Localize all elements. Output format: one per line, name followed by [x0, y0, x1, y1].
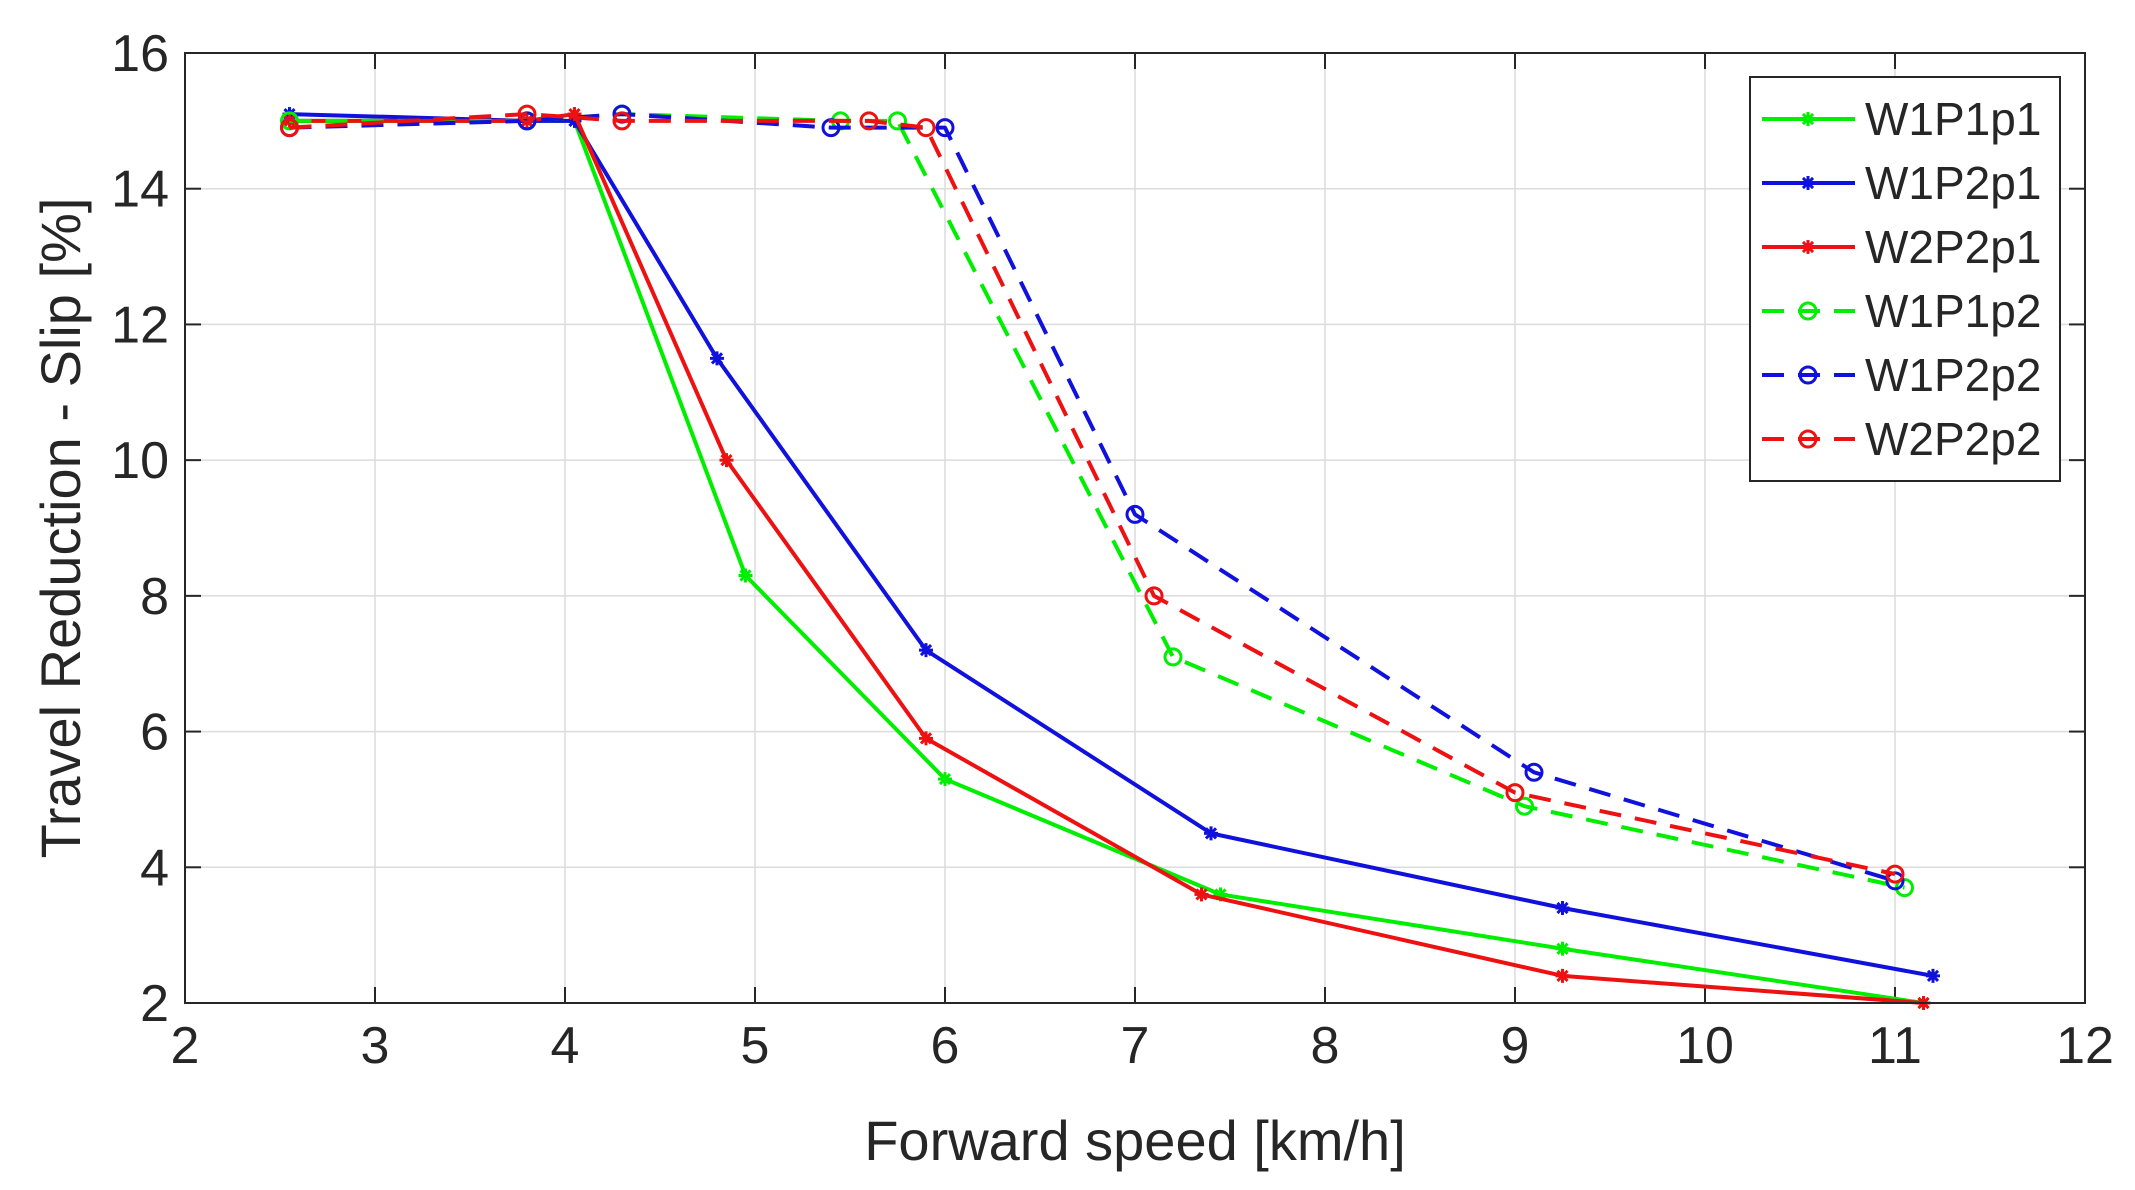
legend-label: W1P1p2: [1865, 285, 2041, 337]
data-point-W1P1p2: [1515, 796, 1534, 816]
data-point-W1P2p1: [919, 643, 933, 658]
legend-label: W1P1p1: [1865, 93, 2041, 145]
plot-frame: [184, 52, 2086, 1004]
x-tick-label: 9: [1501, 1017, 1530, 1075]
y-tick-label: 4: [140, 839, 169, 897]
y-tick-label: 10: [111, 432, 169, 490]
x-tick-label: 6: [931, 1017, 960, 1075]
x-axis-label: Forward speed [km/h]: [864, 1109, 1406, 1172]
legend: W1P1p1 W1P2p1 W2P2p1 W1P1p2 W1P2p2 W2P2p2: [1749, 76, 2061, 482]
data-point-W1P1p2: [1163, 647, 1183, 667]
series-line-W2P2p1: [289, 112, 1924, 1005]
legend-marker-W1P1p2: [1798, 301, 1818, 321]
y-tick-label: 12: [111, 296, 169, 354]
data-point-W2P2p2: [1144, 586, 1164, 606]
data-point-W1P1p1: [938, 772, 952, 787]
y-tick-label: 8: [140, 568, 169, 626]
x-tick-label: 2: [171, 1017, 200, 1075]
series-line-W1P2p2: [289, 112, 1896, 883]
data-point-W2P2p2: [1505, 783, 1525, 803]
data-point-W1P2p2: [1125, 504, 1145, 524]
data-point-W1P2p2: [1524, 762, 1544, 782]
series-line-W1P1p2: [289, 112, 1905, 890]
data-point-W1P2p2: [935, 118, 955, 138]
y-axis-label: Travel Reduction - Slip [%]: [29, 198, 92, 859]
data-point-W1P2p1: [1555, 901, 1570, 915]
legend-marker-W1P2p1: [1801, 176, 1815, 190]
data-point-W2P2p2: [1885, 864, 1905, 884]
data-point-W1P2p1: [1204, 826, 1218, 841]
legend-label: W1P2p2: [1865, 349, 2041, 401]
data-point-W1P1p2: [280, 111, 299, 131]
series-W1P2p2: [280, 104, 1905, 891]
data-point-W2P2p2: [280, 118, 299, 138]
legend-entry: W2P2p1: [1762, 221, 2041, 273]
data-point-W2P2p1: [719, 453, 734, 468]
x-tick-label: 8: [1311, 1017, 1340, 1075]
legend-entry: W1P1p1: [1762, 93, 2041, 145]
data-point-W1P2p1: [1926, 968, 1940, 983]
data-point-W2P2p1: [919, 731, 933, 746]
series-W1P1p1: [282, 113, 1931, 1010]
legend-marker-W2P2p1: [1801, 240, 1815, 254]
y-tick-label: 2: [140, 975, 169, 1033]
data-point-W2P2p2: [916, 118, 936, 138]
y-tick-label: 16: [111, 25, 169, 83]
data-point-W2P2p2: [517, 104, 537, 124]
data-point-W2P2p1: [1194, 887, 1209, 902]
data-point-W2P2p1: [1555, 968, 1570, 983]
x-tick-label: 10: [1676, 1017, 1734, 1075]
x-tick-label: 11: [1868, 1017, 1922, 1075]
series-line-W1P1p1: [289, 118, 1924, 1005]
series-W2P2p1: [282, 107, 1931, 1010]
legend-box: [1749, 76, 2061, 482]
x-axis-ticks: 2 3 4 5 6 7 8 9 10 11 12: [171, 53, 2114, 1075]
x-tick-label: 5: [741, 1017, 770, 1075]
legend-label: W2P2p2: [1865, 413, 2041, 465]
data-point-W2P2p2: [612, 111, 632, 131]
y-axis-ticks: 2 4 6 8 10 12 14 16: [111, 25, 2085, 1033]
series-W2P2p2: [280, 104, 1905, 884]
legend-entry: W1P2p1: [1762, 157, 2041, 209]
legend-entry: W1P2p2: [1762, 349, 2041, 401]
series-W1P2p1: [282, 107, 1940, 983]
series-lines: [280, 104, 1940, 1010]
y-tick-label: 6: [140, 704, 169, 762]
x-tick-label: 3: [361, 1017, 390, 1075]
data-point-W2P2p2: [859, 111, 879, 131]
legend-marker-W1P2p2: [1798, 365, 1818, 385]
y-tick-label: 14: [111, 161, 169, 219]
data-point-W1P1p1: [1555, 941, 1570, 956]
series-W1P1p2: [280, 104, 1914, 898]
legend-label: W1P2p1: [1865, 157, 2041, 209]
legend-marker-W2P2p2: [1798, 429, 1818, 449]
data-point-W1P2p1: [710, 351, 724, 366]
x-tick-label: 4: [551, 1017, 580, 1075]
data-point-W1P1p1: [738, 568, 753, 583]
legend-entry: W1P1p2: [1762, 285, 2041, 337]
series-line-W2P2p2: [289, 112, 1896, 877]
x-tick-label: 7: [1121, 1017, 1150, 1075]
legend-entry: W2P2p2: [1762, 413, 2041, 465]
data-point-W1P1p2: [888, 111, 907, 131]
legend-label: W2P2p1: [1865, 221, 2041, 273]
legend-marker-W1P1p1: [1801, 112, 1815, 126]
x-tick-label: 12: [2056, 1017, 2114, 1075]
